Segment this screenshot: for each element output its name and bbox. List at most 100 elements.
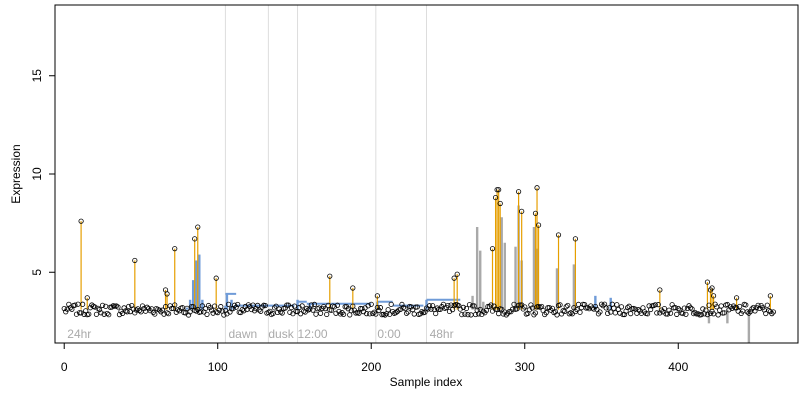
x-tick-label: 400 [668, 360, 688, 374]
data-point [341, 311, 347, 317]
data-point [385, 307, 391, 313]
data-point [279, 310, 285, 316]
data-point [116, 312, 123, 318]
data-point [376, 307, 382, 313]
data-point [393, 310, 399, 316]
data-point [399, 301, 405, 308]
data-point [311, 301, 318, 307]
data-point [202, 305, 209, 312]
data-point [658, 307, 664, 313]
data-point [689, 306, 695, 312]
data-point [198, 309, 204, 315]
spike-point [733, 295, 740, 301]
segment-label: 24hr [67, 327, 91, 341]
data-point [558, 311, 565, 317]
data-point [221, 312, 227, 318]
segment-labels: 24hr dawn dusk 12:00 0:00 48hr [67, 327, 453, 341]
x-tick-label: 0 [61, 360, 68, 374]
data-point [469, 303, 476, 309]
data-point [284, 302, 290, 308]
data-point [144, 304, 150, 310]
data-point [119, 310, 126, 316]
data-point [666, 307, 672, 313]
spike-point [213, 275, 219, 281]
data-point [672, 305, 678, 311]
data-point [99, 302, 106, 308]
spike-point [132, 257, 138, 264]
spike-point [519, 208, 525, 214]
data-point [185, 312, 192, 318]
data-point [459, 311, 465, 318]
data-point [770, 309, 777, 315]
data-point [356, 310, 362, 316]
data-point [299, 303, 305, 309]
data-point [331, 304, 337, 310]
data-point [505, 310, 511, 316]
data-point [348, 308, 354, 314]
data-point [262, 302, 268, 309]
data-point [462, 311, 468, 317]
segment-label: dusk [268, 327, 294, 341]
data-point [655, 302, 661, 308]
data-point [425, 306, 431, 312]
data-point [480, 308, 486, 314]
data-point [187, 309, 193, 315]
data-point [152, 311, 158, 317]
data-point [256, 307, 262, 313]
data-point [165, 311, 172, 317]
data-point [674, 311, 680, 317]
data-point [63, 309, 69, 315]
data-point [476, 311, 482, 317]
spike-point [535, 222, 542, 228]
data-point [499, 306, 505, 312]
data-point [764, 302, 770, 308]
data-point [618, 304, 625, 310]
data-point [614, 302, 620, 308]
data-point [207, 304, 213, 311]
data-point [233, 304, 239, 310]
y-axis: 5 10 15 [30, 69, 56, 276]
y-tick-label: 5 [30, 269, 44, 276]
data-point [368, 301, 374, 307]
data-point [258, 308, 264, 314]
data-point [374, 304, 380, 311]
data-point [317, 310, 324, 316]
data-point [225, 301, 232, 307]
data-point [695, 311, 701, 317]
data-point [370, 310, 376, 317]
data-point [692, 309, 698, 316]
spike-point [494, 187, 500, 193]
data-point [414, 304, 420, 310]
data-point [388, 301, 394, 307]
x-axis-label: Sample index [390, 375, 463, 389]
data-point [208, 307, 215, 313]
data-point [763, 310, 769, 317]
x-tick-label: 100 [208, 360, 228, 374]
x-tick-label: 300 [515, 360, 535, 374]
spike-point [78, 218, 84, 224]
data-point [557, 302, 563, 308]
data-point [259, 304, 265, 310]
data-point [628, 311, 634, 317]
spike-point [497, 200, 503, 207]
data-point [718, 303, 724, 309]
data-point [465, 312, 471, 318]
data-point [172, 302, 178, 308]
data-point [460, 304, 466, 310]
data-point [721, 310, 727, 316]
data-point [313, 311, 319, 317]
data-point [522, 304, 528, 310]
data-point [287, 309, 293, 315]
data-point [677, 307, 683, 313]
data-point [410, 307, 416, 313]
data-point [282, 305, 288, 311]
data-point [503, 312, 509, 318]
data-point [700, 306, 706, 312]
data-point [121, 305, 127, 311]
data-point [109, 304, 115, 310]
spike-point [492, 194, 499, 201]
data-point [757, 305, 763, 312]
data-point [715, 312, 721, 318]
y-axis-label: Expression [9, 144, 23, 203]
